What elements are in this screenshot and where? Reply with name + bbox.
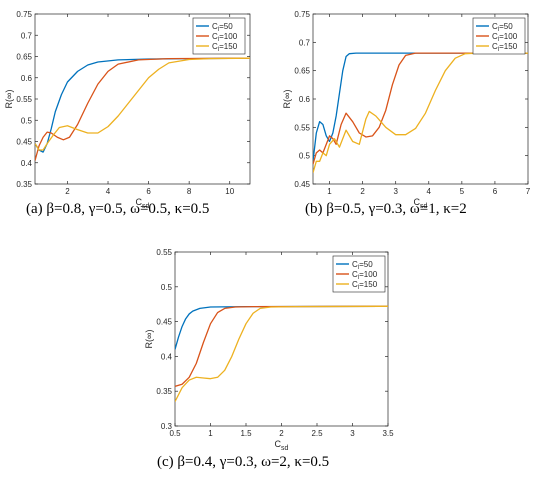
series-line-Cl-150 <box>175 305 388 402</box>
legend-label: Cl=50 <box>212 22 233 33</box>
x-tick-label: 1 <box>208 429 213 438</box>
x-tick-label: 4 <box>106 187 111 196</box>
y-tick-label: 0.65 <box>16 53 32 62</box>
legend-label: Cl=150 <box>212 42 238 53</box>
x-tick-label: 4 <box>427 187 432 196</box>
y-tick-label: 0.7 <box>21 31 33 40</box>
x-tick-label: 7 <box>526 187 531 196</box>
legend-label: Cl=50 <box>352 260 373 271</box>
chart-a: 0.35 0.4 0.45 0.5 0.55 0.6 0.65 0.7 0.75 2 4 6 8 10 Cs… <box>4 10 251 210</box>
x-tick-label: 0.5 <box>169 429 181 438</box>
legend-label: Cl=150 <box>492 42 518 53</box>
y-tick-label: 0.5 <box>161 283 173 292</box>
y-tick-label: 0.45 <box>294 180 310 189</box>
x-tick-label: 8 <box>187 187 192 196</box>
y-tick-label: 0.35 <box>16 180 32 189</box>
x-tick-label: 3 <box>393 187 398 196</box>
series-line-Cl-50 <box>175 305 388 350</box>
y-tick-label: 0.55 <box>16 95 32 104</box>
caption-a: (a) β=0.8, γ=0.5, ω=0.5, κ=0.5 <box>26 201 210 217</box>
y-tick-label: 0.6 <box>299 95 311 104</box>
x-tick-label: 6 <box>493 187 498 196</box>
y-tick-label: 0.5 <box>21 116 33 125</box>
legend-label: Cl=50 <box>492 22 513 33</box>
y-tick-label: 0.75 <box>294 10 310 19</box>
y-tick-label: 0.75 <box>16 10 32 19</box>
y-tick-label: 0.45 <box>156 318 172 327</box>
x-axis-label: Csd <box>136 197 150 210</box>
series-line-Cl-100 <box>35 57 250 161</box>
caption-c: (c) β=0.4, γ=0.3, ω=2, κ=0.5 <box>157 454 330 470</box>
x-tick-label: 2 <box>279 429 284 438</box>
y-tick-label: 0.65 <box>294 67 310 76</box>
x-axis-label: Csd <box>414 197 428 210</box>
x-tick-label: 6 <box>146 187 151 196</box>
y-tick-label: 0.7 <box>299 38 311 47</box>
y-tick-label: 0.3 <box>161 422 173 431</box>
caption-b: (b) β=0.5, γ=0.3, ω=1, κ=2 <box>305 201 467 217</box>
x-tick-label: 2 <box>65 187 70 196</box>
series-line-Cl-150 <box>313 52 528 173</box>
x-axis-label: Csd <box>275 439 289 452</box>
y-axis-label: R(∞) <box>282 90 292 109</box>
series-line-Cl-150 <box>35 57 250 151</box>
y-tick-label: 0.45 <box>16 138 32 147</box>
y-tick-label: 0.35 <box>156 387 172 396</box>
y-tick-label: 0.55 <box>156 248 172 257</box>
y-tick-label: 0.4 <box>161 352 173 361</box>
series-line-Cl-50 <box>313 52 528 162</box>
x-tick-label: 2 <box>360 187 365 196</box>
legend-label: Cl=100 <box>212 32 238 43</box>
y-axis-label: R(∞) <box>4 90 14 109</box>
x-tick-label: 1.5 <box>240 429 252 438</box>
chart-c: 0.3 0.35 0.4 0.45 0.5 0.55 0.5 1 1.5 2 2.5 3 3.5 Csd R… <box>144 248 394 452</box>
series-line-Cl-100 <box>313 52 528 165</box>
y-tick-label: 0.4 <box>21 159 33 168</box>
y-tick-label: 0.55 <box>294 123 310 132</box>
legend-label: Cl=150 <box>352 280 378 291</box>
chart-b: 0.45 0.5 0.55 0.6 0.65 0.7 0.75 1 2 3 4 5 6 7 Csd R(∞) C… <box>282 10 531 210</box>
x-tick-label: 3.5 <box>382 429 394 438</box>
x-tick-label: 3 <box>350 429 355 438</box>
y-tick-label: 0.5 <box>299 152 311 161</box>
x-tick-label: 1 <box>327 187 332 196</box>
x-tick-label: 5 <box>460 187 465 196</box>
series-line-Cl-100 <box>175 305 388 387</box>
y-axis-label: R(∞) <box>144 330 154 349</box>
legend-label: Cl=100 <box>492 32 518 43</box>
x-tick-label: 2.5 <box>311 429 323 438</box>
x-tick-label: 10 <box>225 187 234 196</box>
legend-label: Cl=100 <box>352 270 378 281</box>
y-tick-label: 0.6 <box>21 74 33 83</box>
